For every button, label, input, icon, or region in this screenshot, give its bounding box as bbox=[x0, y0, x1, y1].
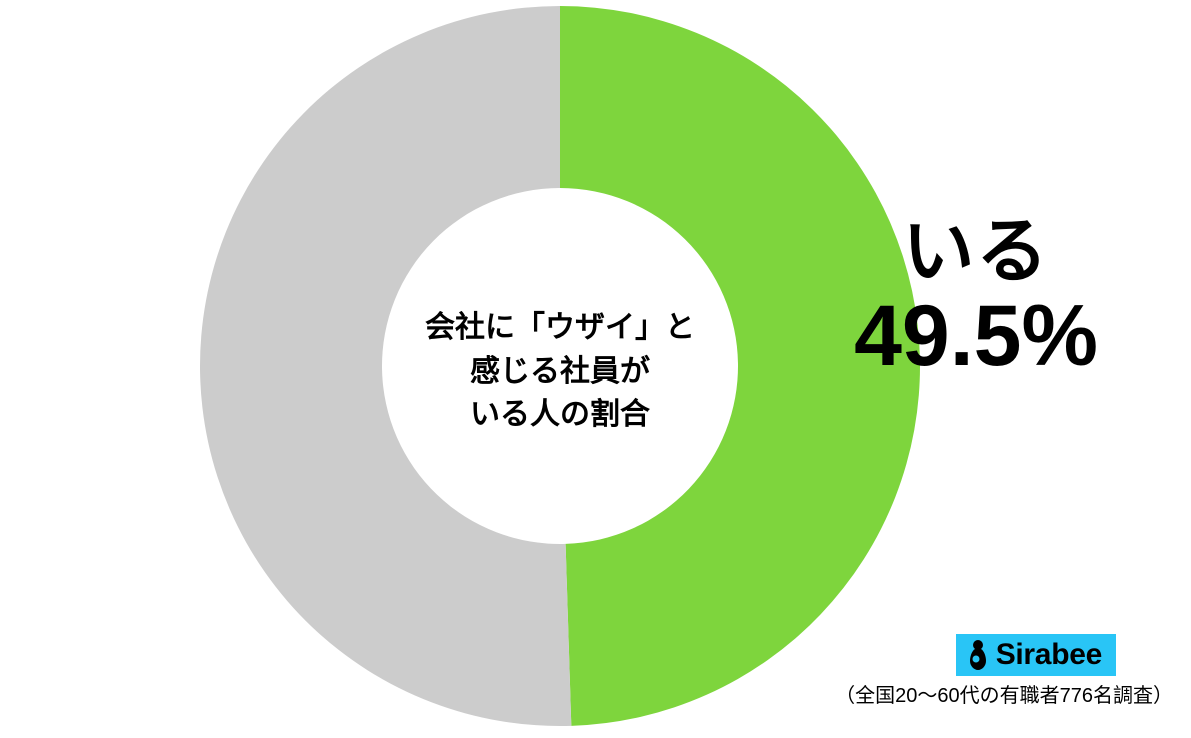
sirabee-logo-text: Sirabee bbox=[996, 638, 1102, 672]
sirabee-logo: Sirabee bbox=[956, 634, 1116, 676]
chart-center-text: 会社に「ウザイ」と 感じる社員が いる人の割合 bbox=[380, 296, 740, 437]
callout-percent: 49.5% bbox=[816, 291, 1136, 381]
center-line-3: いる人の割合 bbox=[380, 393, 740, 437]
sirabee-logo-icon bbox=[966, 639, 990, 671]
callout-label: いる bbox=[816, 215, 1136, 291]
highlight-callout: いる 49.5% bbox=[816, 215, 1136, 381]
center-line-2: 感じる社員が bbox=[380, 349, 740, 393]
center-line-1: 会社に「ウザイ」と bbox=[380, 306, 740, 350]
survey-footnote: （全国20〜60代の有職者776名調査） bbox=[835, 679, 1173, 708]
donut-chart: 会社に「ウザイ」と 感じる社員が いる人の割合 bbox=[200, 6, 920, 726]
